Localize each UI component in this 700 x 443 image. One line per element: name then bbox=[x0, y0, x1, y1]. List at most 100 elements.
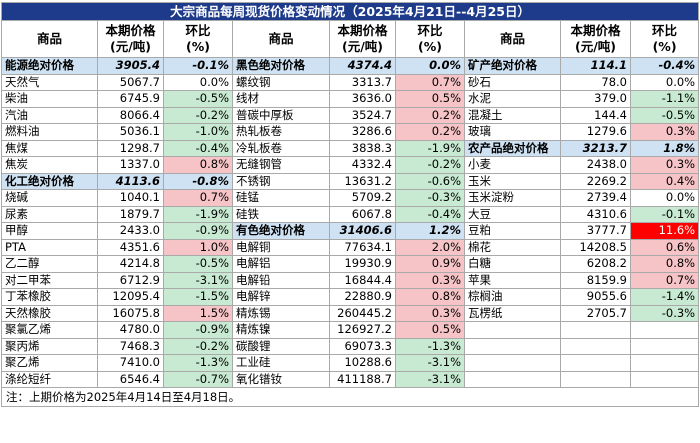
change-cell: 1.0% bbox=[163, 238, 233, 256]
change-cell: 1.5% bbox=[163, 304, 233, 322]
commodity-name-cell: PTA bbox=[1, 238, 98, 256]
change-cell: 1.2% bbox=[395, 222, 465, 240]
change-cell: 0.2% bbox=[395, 123, 465, 141]
commodity-name-cell: 聚丙烯 bbox=[1, 337, 98, 355]
change-cell: -0.3% bbox=[395, 189, 465, 207]
price-cell: 4351.6 bbox=[97, 238, 164, 256]
change-cell: 0.7% bbox=[395, 73, 465, 91]
change-cell: 0.5% bbox=[395, 90, 465, 108]
change-cell: 0.7% bbox=[629, 271, 700, 289]
price-cell bbox=[560, 337, 631, 355]
commodity-name-cell: 汽油 bbox=[1, 106, 98, 124]
commodity-name-cell: 精炼镍 bbox=[232, 321, 330, 339]
table-row: 对二甲苯 6712.9 -3.1% 电解铅 16844.4 0.3% 苹果 8159.9 0.7… bbox=[1, 271, 700, 289]
price-cell: 144.4 bbox=[560, 106, 631, 124]
title-row: 大宗商品每周现货价格变动情况（2025年4月21日--4月25日） bbox=[0, 2, 700, 21]
commodity-name-cell: 精炼锡 bbox=[232, 304, 330, 322]
header-name-1: 商品 bbox=[1, 20, 98, 58]
price-cell: 1298.7 bbox=[97, 139, 164, 157]
commodity-name-cell: 工业硅 bbox=[232, 354, 330, 372]
price-cell: 2433.0 bbox=[97, 222, 164, 240]
change-cell: -0.2% bbox=[163, 106, 233, 124]
price-cell: 5067.7 bbox=[97, 73, 164, 91]
price-cell: 22880.9 bbox=[329, 288, 396, 306]
commodity-name-cell: 瓦楞纸 bbox=[464, 304, 561, 322]
price-cell bbox=[560, 321, 631, 339]
commodity-name-cell: 焦煤 bbox=[1, 139, 98, 157]
commodity-name-cell: 电解锌 bbox=[232, 288, 330, 306]
price-cell: 1879.7 bbox=[97, 205, 164, 223]
commodity-name-cell: 豆粕 bbox=[464, 222, 561, 240]
commodity-name-cell: 燃料油 bbox=[1, 123, 98, 141]
price-cell: 10288.6 bbox=[329, 354, 396, 372]
commodity-name-cell: 柴油 bbox=[1, 90, 98, 108]
change-cell: 0.3% bbox=[629, 123, 700, 141]
change-cell: -0.4% bbox=[395, 205, 465, 223]
price-cell: 8066.4 bbox=[97, 106, 164, 124]
commodity-name-cell: 白糖 bbox=[464, 255, 561, 273]
change-cell: 0.3% bbox=[629, 156, 700, 174]
change-cell: 0.7% bbox=[163, 189, 233, 207]
price-cell: 3838.3 bbox=[329, 139, 396, 157]
table-row: 乙二醇 4214.8 -0.5% 电解铝 19930.9 0.9% 白糖 6208.2 0.8% bbox=[1, 255, 700, 273]
price-cell: 3313.7 bbox=[329, 73, 396, 91]
price-cell: 6546.4 bbox=[97, 370, 164, 388]
change-cell: 0.5% bbox=[395, 321, 465, 339]
table-row: 丁苯橡胶 12095.4 -1.5% 电解锌 22880.9 0.8% 棕榈油 9055.6-… bbox=[1, 288, 700, 306]
commodity-name-cell: 砂石 bbox=[464, 73, 561, 91]
price-cell: 6067.8 bbox=[329, 205, 396, 223]
change-cell: 0.6% bbox=[629, 238, 700, 256]
change-cell: -1.9% bbox=[163, 205, 233, 223]
price-cell: 19930.9 bbox=[329, 255, 396, 273]
change-cell: -3.1% bbox=[395, 370, 465, 388]
price-cell: 1279.6 bbox=[560, 123, 631, 141]
commodity-name-cell: 棉花 bbox=[464, 238, 561, 256]
price-cell: 126927.2 bbox=[329, 321, 396, 339]
commodity-name-cell: 硅锰 bbox=[232, 189, 330, 207]
group-name-cell: 矿产绝对价格 bbox=[464, 57, 561, 75]
change-cell: 0.0% bbox=[395, 57, 465, 75]
commodity-name-cell: 不锈钢 bbox=[232, 172, 330, 190]
price-cell: 78.0 bbox=[560, 73, 631, 91]
table-row: 天然橡胶 16075.8 1.5% 精炼锡 260445.2 0.3% 瓦楞纸 2705.7-… bbox=[1, 304, 700, 322]
commodity-name-cell: 线材 bbox=[232, 90, 330, 108]
change-cell: -0.3% bbox=[629, 304, 700, 322]
commodity-name-cell: 碳酸锂 bbox=[232, 337, 330, 355]
commodity-name-cell: 玻璃 bbox=[464, 123, 561, 141]
table-row: 尿素 1879.7 -1.9% 硅铁 6067.8 -0.4% 大豆 4310.6 -0.1% bbox=[1, 205, 700, 223]
change-cell: -0.1% bbox=[163, 57, 233, 75]
header-change-3: 环比 (%) bbox=[629, 20, 700, 58]
commodity-name-cell: 棕榈油 bbox=[464, 288, 561, 306]
commodity-name-cell: 烧碱 bbox=[1, 189, 98, 207]
commodity-name-cell: 涤纶短纤 bbox=[1, 370, 98, 388]
header-change-2: 环比 (%) bbox=[395, 20, 465, 58]
change-cell bbox=[629, 354, 700, 372]
change-cell: -1.9% bbox=[395, 139, 465, 157]
header-price-3: 本期价格 (元/吨) bbox=[560, 20, 631, 58]
price-cell: 69073.3 bbox=[329, 337, 396, 355]
change-cell: 0.2% bbox=[395, 106, 465, 124]
change-cell: 0.3% bbox=[395, 304, 465, 322]
commodity-name-cell: 焦炭 bbox=[1, 156, 98, 174]
table-row: 能源绝对价格 3905.4 -0.1% 黑色绝对价格 4374.4 0.0% 矿产绝对价格 1… bbox=[1, 57, 700, 75]
price-cell: 2705.7 bbox=[560, 304, 631, 322]
change-cell bbox=[629, 321, 700, 339]
commodity-name-cell: 硅铁 bbox=[232, 205, 330, 223]
price-cell: 4374.4 bbox=[329, 57, 396, 75]
price-cell: 5709.2 bbox=[329, 189, 396, 207]
commodity-price-table: 大宗商品每周现货价格变动情况（2025年4月21日--4月25日） 商品 本期价… bbox=[0, 2, 700, 407]
header-name-3: 商品 bbox=[464, 20, 561, 58]
table-row: 聚氯乙烯 4780.0 -0.9% 精炼镍 126927.2 0.5% bbox=[1, 321, 700, 339]
price-cell bbox=[560, 370, 631, 388]
table-row: 聚丙烯 7468.3 -0.2% 碳酸锂 69073.3 -1.3% bbox=[1, 337, 700, 355]
change-cell: 0.0% bbox=[629, 73, 700, 91]
commodity-name-cell: 聚乙烯 bbox=[1, 354, 98, 372]
change-cell: 0.8% bbox=[163, 156, 233, 174]
header-price-1: 本期价格 (元/吨) bbox=[97, 20, 164, 58]
change-cell bbox=[629, 337, 700, 355]
commodity-name-cell: 聚氯乙烯 bbox=[1, 321, 98, 339]
commodity-name-cell bbox=[464, 370, 561, 388]
note-row: 注：上期价格为2025年4月14日至4月18日。 bbox=[0, 387, 700, 407]
commodity-name-cell: 电解铝 bbox=[232, 255, 330, 273]
